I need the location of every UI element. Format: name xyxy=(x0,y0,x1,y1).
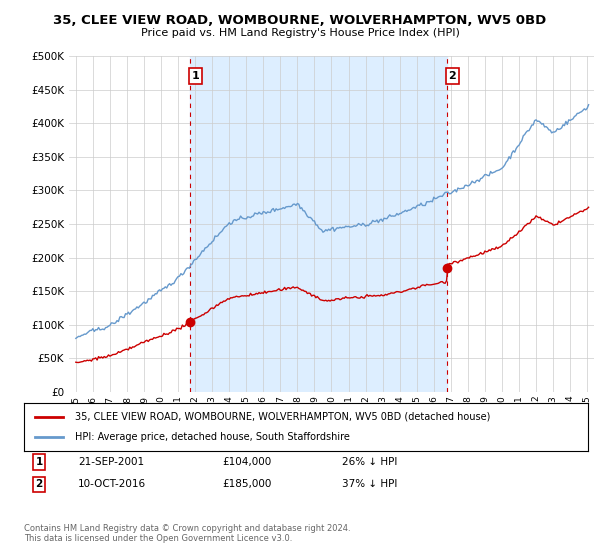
Text: £104,000: £104,000 xyxy=(222,457,271,467)
Text: 1: 1 xyxy=(35,457,43,467)
Text: 2: 2 xyxy=(35,479,43,489)
Text: Price paid vs. HM Land Registry's House Price Index (HPI): Price paid vs. HM Land Registry's House … xyxy=(140,28,460,38)
Text: 2: 2 xyxy=(448,71,456,81)
Text: £185,000: £185,000 xyxy=(222,479,271,489)
Text: 35, CLEE VIEW ROAD, WOMBOURNE, WOLVERHAMPTON, WV5 0BD: 35, CLEE VIEW ROAD, WOMBOURNE, WOLVERHAM… xyxy=(53,14,547,27)
Text: 1: 1 xyxy=(191,71,199,81)
Text: Contains HM Land Registry data © Crown copyright and database right 2024.
This d: Contains HM Land Registry data © Crown c… xyxy=(24,524,350,543)
Text: 21-SEP-2001: 21-SEP-2001 xyxy=(78,457,144,467)
Text: 37% ↓ HPI: 37% ↓ HPI xyxy=(342,479,397,489)
Bar xyxy=(190,56,447,392)
Text: 35, CLEE VIEW ROAD, WOMBOURNE, WOLVERHAMPTON, WV5 0BD (detached house): 35, CLEE VIEW ROAD, WOMBOURNE, WOLVERHAM… xyxy=(75,412,490,422)
Text: 10-OCT-2016: 10-OCT-2016 xyxy=(78,479,146,489)
Text: HPI: Average price, detached house, South Staffordshire: HPI: Average price, detached house, Sout… xyxy=(75,432,350,442)
Text: 26% ↓ HPI: 26% ↓ HPI xyxy=(342,457,397,467)
